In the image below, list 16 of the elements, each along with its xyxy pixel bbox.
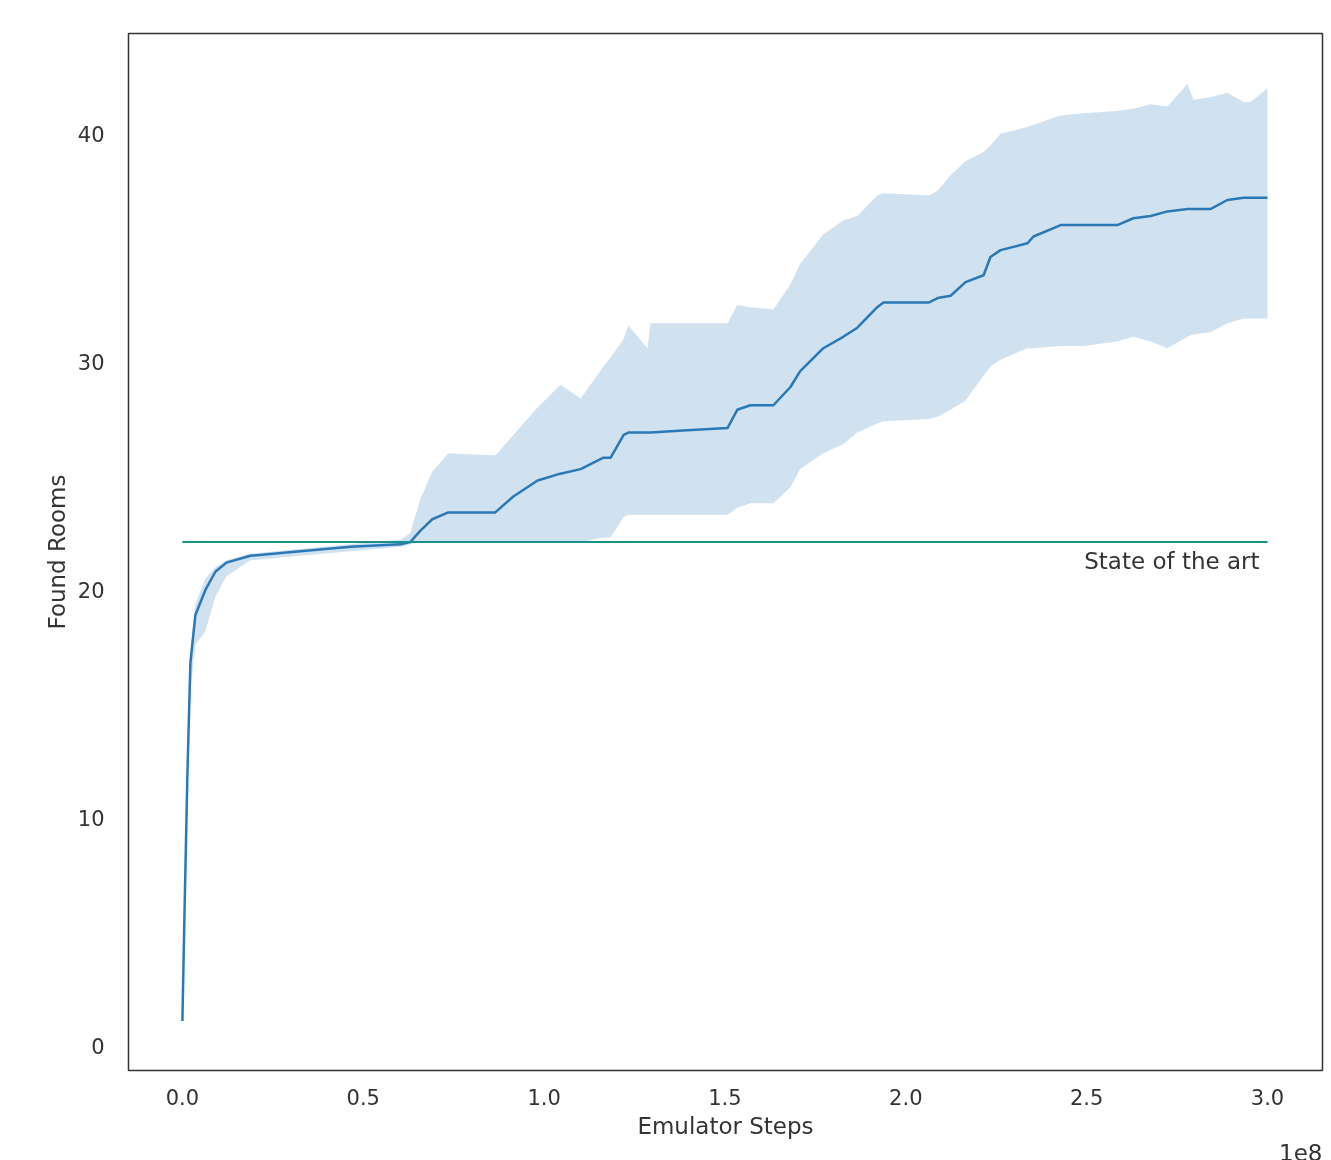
x-tick-label: 0.5: [346, 1085, 380, 1110]
y-tick-label: 10: [77, 807, 105, 832]
y-tick-label: 20: [77, 578, 105, 603]
text: 1e8: [1279, 1139, 1323, 1160]
y-tick-label: 30: [77, 350, 105, 375]
x-tick-label: 1.0: [527, 1085, 561, 1110]
y-axis-title: Found Rooms: [43, 474, 70, 630]
x-tick-label: 1.5: [708, 1085, 742, 1110]
y-tick-label: 0: [91, 1035, 105, 1060]
ref-line-label: State of the art: [1084, 548, 1260, 575]
x-axis-title: Emulator Steps: [637, 1112, 814, 1139]
x-tick-label: 0.0: [165, 1085, 200, 1110]
y-tick-label: 40: [77, 122, 105, 147]
x-tick-label: 2.5: [1069, 1085, 1104, 1110]
x-tick-label: 3.0: [1250, 1085, 1285, 1110]
x-tick-label: 2.0: [889, 1085, 923, 1110]
